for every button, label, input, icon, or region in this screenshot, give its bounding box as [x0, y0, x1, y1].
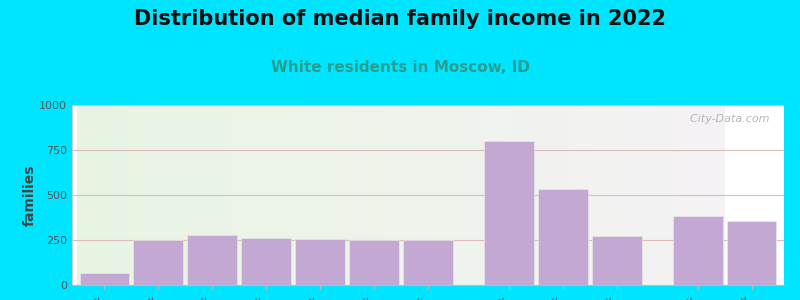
Text: White residents in Moscow, ID: White residents in Moscow, ID: [270, 60, 530, 75]
Bar: [79, 273, 129, 285]
Bar: [673, 216, 722, 285]
Bar: [403, 240, 453, 285]
Bar: [350, 240, 399, 285]
Bar: [242, 238, 291, 285]
Bar: [538, 189, 588, 285]
Text: City-Data.com: City-Data.com: [683, 114, 770, 124]
Bar: [484, 141, 534, 285]
Bar: [727, 221, 777, 285]
Bar: [295, 238, 345, 285]
Y-axis label: families: families: [22, 164, 36, 226]
Bar: [134, 240, 183, 285]
Bar: [187, 235, 237, 285]
Bar: [592, 236, 642, 285]
Text: Distribution of median family income in 2022: Distribution of median family income in …: [134, 9, 666, 29]
